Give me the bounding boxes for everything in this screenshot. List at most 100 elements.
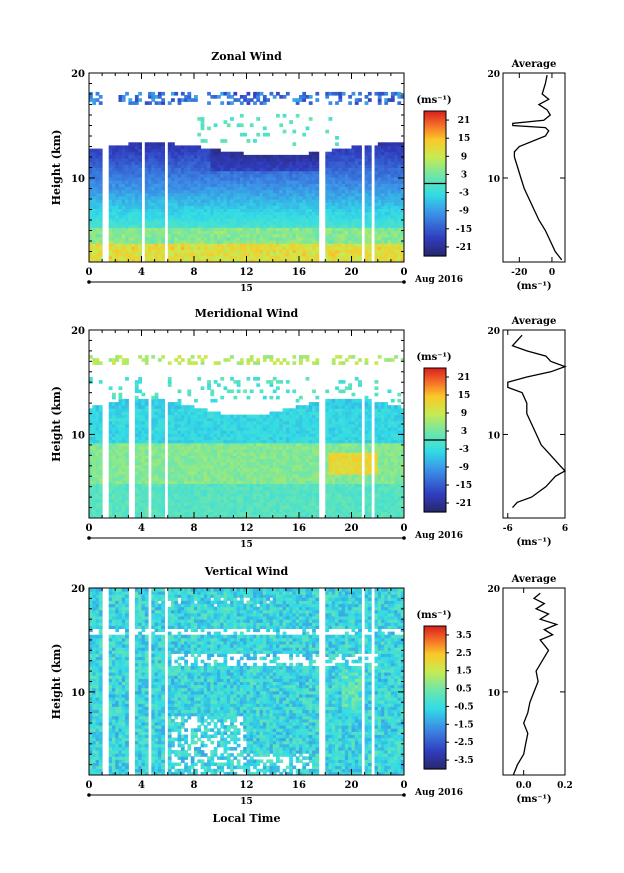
colorbar-segment bbox=[424, 112, 446, 116]
heatmap-cell bbox=[246, 170, 251, 175]
heatmap-cell bbox=[167, 252, 172, 257]
heatmap-cell bbox=[335, 91, 339, 96]
heatmap-cell bbox=[272, 158, 277, 162]
heatmap-cell bbox=[167, 142, 172, 146]
heatmap-cell bbox=[390, 240, 395, 244]
heatmap-cell bbox=[276, 176, 280, 181]
heatmap-cell bbox=[148, 173, 152, 178]
heatmap-cell bbox=[171, 511, 175, 516]
heatmap-cell bbox=[394, 240, 398, 244]
heatmap-cell bbox=[161, 176, 165, 181]
heatmap-cell bbox=[354, 236, 359, 241]
heatmap-cell bbox=[354, 176, 359, 181]
heatmap-cell bbox=[367, 164, 372, 168]
heatmap-cell bbox=[128, 154, 133, 159]
heatmap-cell bbox=[141, 489, 146, 494]
heatmap-cell bbox=[213, 164, 218, 168]
heatmap-cell bbox=[367, 151, 372, 156]
heatmap-cell bbox=[315, 205, 320, 209]
heatmap-cell bbox=[167, 148, 172, 153]
heatmap-cell bbox=[144, 483, 149, 488]
heatmap-cell bbox=[125, 496, 129, 500]
heatmap-cell bbox=[92, 505, 97, 510]
heatmap-cell bbox=[312, 192, 316, 197]
heatmap-cell bbox=[400, 208, 405, 213]
heatmap-cell bbox=[315, 221, 320, 225]
heatmap-cell bbox=[98, 158, 103, 162]
heatmap-cell bbox=[141, 424, 146, 428]
heatmap-cell bbox=[151, 91, 156, 96]
colorbar-segment bbox=[424, 127, 446, 130]
heatmap-cell bbox=[239, 183, 244, 187]
heatmap-cell bbox=[108, 186, 113, 191]
heatmap-cell bbox=[161, 433, 165, 437]
heatmap-cell bbox=[157, 489, 162, 494]
heatmap-cell bbox=[177, 442, 182, 447]
heatmap-cell bbox=[112, 183, 116, 187]
heatmap-cell bbox=[171, 91, 175, 96]
heatmap-cell bbox=[374, 255, 379, 260]
heatmap-cell bbox=[154, 486, 159, 491]
heatmap-cell bbox=[128, 176, 133, 181]
heatmap-cell bbox=[174, 511, 179, 516]
heatmap-cell bbox=[161, 186, 165, 191]
heatmap-cell bbox=[230, 154, 234, 159]
heatmap-cell bbox=[89, 424, 93, 428]
heatmap-cell bbox=[230, 151, 234, 156]
heatmap-cell bbox=[148, 258, 152, 263]
y-tick-label: 20 bbox=[71, 69, 85, 80]
heatmap-cell bbox=[364, 173, 369, 178]
heatmap-cell bbox=[299, 233, 303, 238]
heatmap-cell bbox=[325, 180, 330, 184]
heatmap-cell bbox=[236, 252, 241, 257]
heatmap-cell bbox=[197, 158, 202, 162]
heatmap-cell bbox=[194, 202, 198, 206]
heatmap-cell bbox=[276, 158, 280, 162]
heatmap-cell bbox=[374, 236, 379, 241]
heatmap-cell bbox=[108, 208, 113, 213]
heatmap-cell bbox=[331, 148, 336, 153]
heatmap-cell bbox=[177, 258, 182, 263]
heatmap-cell bbox=[341, 161, 346, 165]
heatmap-cell bbox=[161, 258, 165, 263]
heatmap-cell bbox=[174, 424, 179, 428]
heatmap-cell bbox=[220, 202, 225, 206]
x-tick-label: 12 bbox=[240, 267, 254, 278]
heatmap-cell bbox=[394, 176, 398, 181]
heatmap-cell bbox=[95, 221, 100, 225]
heatmap-cell bbox=[226, 233, 231, 238]
heatmap-cell bbox=[167, 411, 172, 416]
heatmap-cell bbox=[138, 224, 142, 228]
heatmap-cell bbox=[161, 499, 165, 503]
heatmap-cell bbox=[203, 417, 208, 422]
heatmap-cell bbox=[118, 214, 123, 219]
heatmap-cell bbox=[390, 176, 395, 181]
heatmap-cell bbox=[308, 255, 313, 260]
heatmap-cell bbox=[134, 243, 139, 247]
heatmap-cell bbox=[354, 148, 359, 153]
heatmap-cell bbox=[92, 230, 97, 235]
heatmap-cell bbox=[207, 211, 211, 216]
heatmap-cell bbox=[144, 236, 149, 241]
heatmap-cell bbox=[394, 255, 398, 260]
heatmap-cell bbox=[348, 240, 352, 244]
heatmap-cell bbox=[354, 189, 359, 194]
heatmap-cell bbox=[213, 227, 218, 232]
heatmap-cell bbox=[312, 205, 316, 209]
heatmap-cell bbox=[299, 249, 303, 254]
heatmap-cell bbox=[108, 199, 113, 203]
heatmap-cell bbox=[279, 246, 284, 250]
heatmap-cell bbox=[121, 192, 126, 197]
heatmap-cell bbox=[125, 208, 129, 213]
heatmap-cell bbox=[223, 424, 228, 428]
heatmap-cell bbox=[282, 176, 287, 181]
heatmap-cell bbox=[190, 195, 195, 200]
heatmap-cell bbox=[230, 192, 234, 197]
heatmap-cell bbox=[341, 176, 346, 181]
heatmap-cell bbox=[154, 211, 159, 216]
heatmap-cell bbox=[134, 208, 139, 213]
heatmap-cell bbox=[289, 224, 293, 228]
heatmap-cell bbox=[187, 496, 192, 500]
heatmap-cell bbox=[134, 489, 139, 494]
heatmap-cell bbox=[180, 489, 185, 494]
